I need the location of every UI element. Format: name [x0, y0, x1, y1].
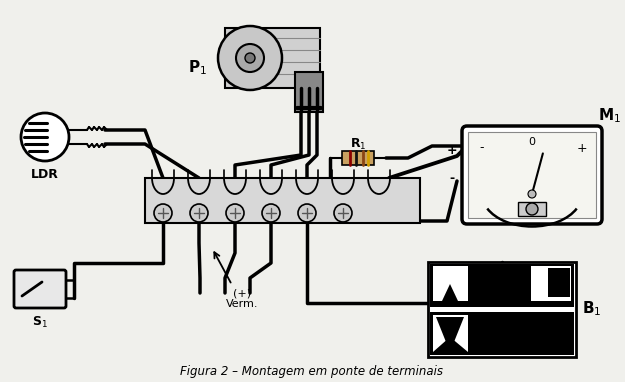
Polygon shape — [436, 317, 464, 352]
Text: B$_1$: B$_1$ — [582, 299, 602, 318]
Bar — [531, 266, 571, 301]
Text: (+): (+) — [233, 288, 251, 298]
Text: R$_1$: R$_1$ — [350, 136, 366, 152]
Bar — [430, 307, 574, 312]
Circle shape — [154, 204, 172, 222]
FancyBboxPatch shape — [14, 270, 66, 308]
Circle shape — [298, 204, 316, 222]
Bar — [430, 264, 574, 307]
Circle shape — [236, 44, 264, 72]
Text: LDR: LDR — [31, 168, 59, 181]
Bar — [518, 202, 546, 216]
Circle shape — [526, 203, 538, 215]
Text: Figura 2 – Montagem em ponte de terminais: Figura 2 – Montagem em ponte de terminai… — [181, 366, 444, 379]
Text: +: + — [447, 144, 458, 157]
Circle shape — [218, 26, 282, 90]
Text: S$_1$: S$_1$ — [32, 314, 48, 330]
Polygon shape — [433, 266, 468, 301]
Bar — [342, 151, 374, 165]
Circle shape — [334, 204, 352, 222]
Bar — [468, 132, 596, 218]
Bar — [295, 72, 323, 112]
Text: M$_1$: M$_1$ — [599, 107, 621, 125]
Bar — [225, 28, 320, 88]
Text: 0: 0 — [529, 137, 536, 147]
Circle shape — [226, 204, 244, 222]
Text: -: - — [480, 141, 484, 154]
Circle shape — [528, 190, 536, 198]
Bar — [428, 262, 576, 357]
Text: +: + — [577, 141, 587, 154]
Text: P$_1$: P$_1$ — [189, 59, 208, 77]
Bar — [430, 311, 574, 355]
Text: -: - — [449, 172, 454, 185]
Bar — [548, 268, 570, 297]
FancyBboxPatch shape — [462, 126, 602, 224]
Circle shape — [21, 113, 69, 161]
Text: Verm.: Verm. — [226, 299, 258, 309]
Polygon shape — [433, 315, 468, 352]
Circle shape — [245, 53, 255, 63]
Bar — [145, 178, 420, 223]
Circle shape — [190, 204, 208, 222]
Circle shape — [262, 204, 280, 222]
